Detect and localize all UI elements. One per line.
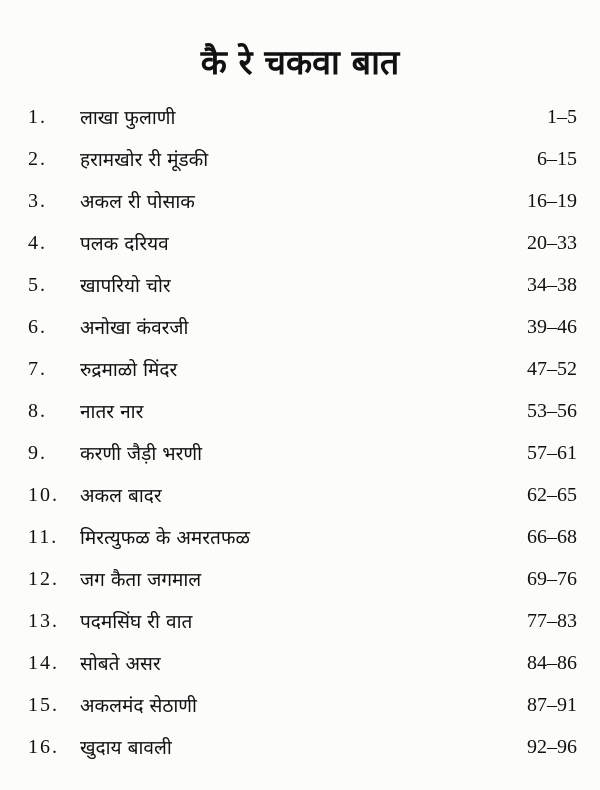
toc-entry: 5. खापरियो चोर 34–38 xyxy=(0,268,600,304)
entry-pages: 6–15 xyxy=(537,148,577,170)
entry-title: लाखा फुलाणी xyxy=(80,107,176,129)
entry-number: 5. xyxy=(28,274,47,296)
entry-number: 10. xyxy=(28,484,59,506)
toc-entry: 13. पदमसिंघ री वात 77–83 xyxy=(0,604,600,640)
toc-entry: 1. लाखा फुलाणी 1–5 xyxy=(0,100,600,136)
toc-entry: 15. अकलमंद सेठाणी 87–91 xyxy=(0,688,600,724)
entry-title: अकलमंद सेठाणी xyxy=(80,695,197,717)
toc-entry: 12. जग कैता जगमाल 69–76 xyxy=(0,562,600,598)
toc-entry: 11. मिरत्युफळ के अमरतफळ 66–68 xyxy=(0,520,600,556)
entry-number: 3. xyxy=(28,190,47,212)
toc-entry: 16. खुदाय बावली 92–96 xyxy=(0,730,600,766)
entry-title: रुद्रमाळो मिंदर xyxy=(80,359,178,381)
entry-title: मिरत्युफळ के अमरतफळ xyxy=(80,527,250,549)
entry-pages: 1–5 xyxy=(547,106,577,128)
entry-title: नातर नार xyxy=(80,401,144,423)
toc-entry: 2. हरामखोर री मूंडकी 6–15 xyxy=(0,142,600,178)
toc-entry: 9. करणी जैड़ी भरणी 57–61 xyxy=(0,436,600,472)
entry-number: 14. xyxy=(28,652,59,674)
entry-number: 16. xyxy=(28,736,59,758)
entry-number: 12. xyxy=(28,568,59,590)
entry-pages: 69–76 xyxy=(527,568,577,590)
entry-pages: 84–86 xyxy=(527,652,577,674)
entry-title: अकल बादर xyxy=(80,485,162,507)
entry-pages: 57–61 xyxy=(527,442,577,464)
entry-title: अनोखा कंवरजी xyxy=(80,317,189,339)
entry-number: 6. xyxy=(28,316,47,338)
toc-entry: 10. अकल बादर 62–65 xyxy=(0,478,600,514)
toc-entry: 6. अनोखा कंवरजी 39–46 xyxy=(0,310,600,346)
entry-pages: 53–56 xyxy=(527,400,577,422)
entry-number: 1. xyxy=(28,106,47,128)
page-title: कै रे चकवा बात xyxy=(200,43,400,83)
entry-number: 15. xyxy=(28,694,59,716)
entry-title: हरामखोर री मूंडकी xyxy=(80,149,209,171)
entry-title: अकल री पोसाक xyxy=(80,191,195,213)
entry-title: पलक दरियव xyxy=(80,233,169,255)
entry-title: करणी जैड़ी भरणी xyxy=(80,443,203,465)
entry-pages: 66–68 xyxy=(527,526,577,548)
entry-pages: 39–46 xyxy=(527,316,577,338)
entry-title: सोबते असर xyxy=(80,653,161,675)
entry-number: 13. xyxy=(28,610,59,632)
entry-number: 7. xyxy=(28,358,47,380)
toc-entry: 14. सोबते असर 84–86 xyxy=(0,646,600,682)
toc-entry: 3. अकल री पोसाक 16–19 xyxy=(0,184,600,220)
entry-number: 11. xyxy=(28,526,59,548)
entry-pages: 87–91 xyxy=(527,694,577,716)
toc-entry: 4. पलक दरियव 20–33 xyxy=(0,226,600,262)
entry-title: खुदाय बावली xyxy=(80,737,172,759)
entry-pages: 16–19 xyxy=(527,190,577,212)
entry-pages: 47–52 xyxy=(527,358,577,380)
entry-pages: 62–65 xyxy=(527,484,577,506)
entry-number: 4. xyxy=(28,232,47,254)
entry-title: खापरियो चोर xyxy=(80,275,171,297)
entry-pages: 34–38 xyxy=(527,274,577,296)
entry-number: 8. xyxy=(28,400,47,422)
toc-entry: 7. रुद्रमाळो मिंदर 47–52 xyxy=(0,352,600,388)
entry-title: पदमसिंघ री वात xyxy=(80,611,193,633)
entry-pages: 77–83 xyxy=(527,610,577,632)
toc-entry: 8. नातर नार 53–56 xyxy=(0,394,600,430)
entry-pages: 20–33 xyxy=(527,232,577,254)
entry-number: 2. xyxy=(28,148,47,170)
entry-title: जग कैता जगमाल xyxy=(80,569,202,591)
entry-number: 9. xyxy=(28,442,47,464)
entry-pages: 92–96 xyxy=(527,736,577,758)
